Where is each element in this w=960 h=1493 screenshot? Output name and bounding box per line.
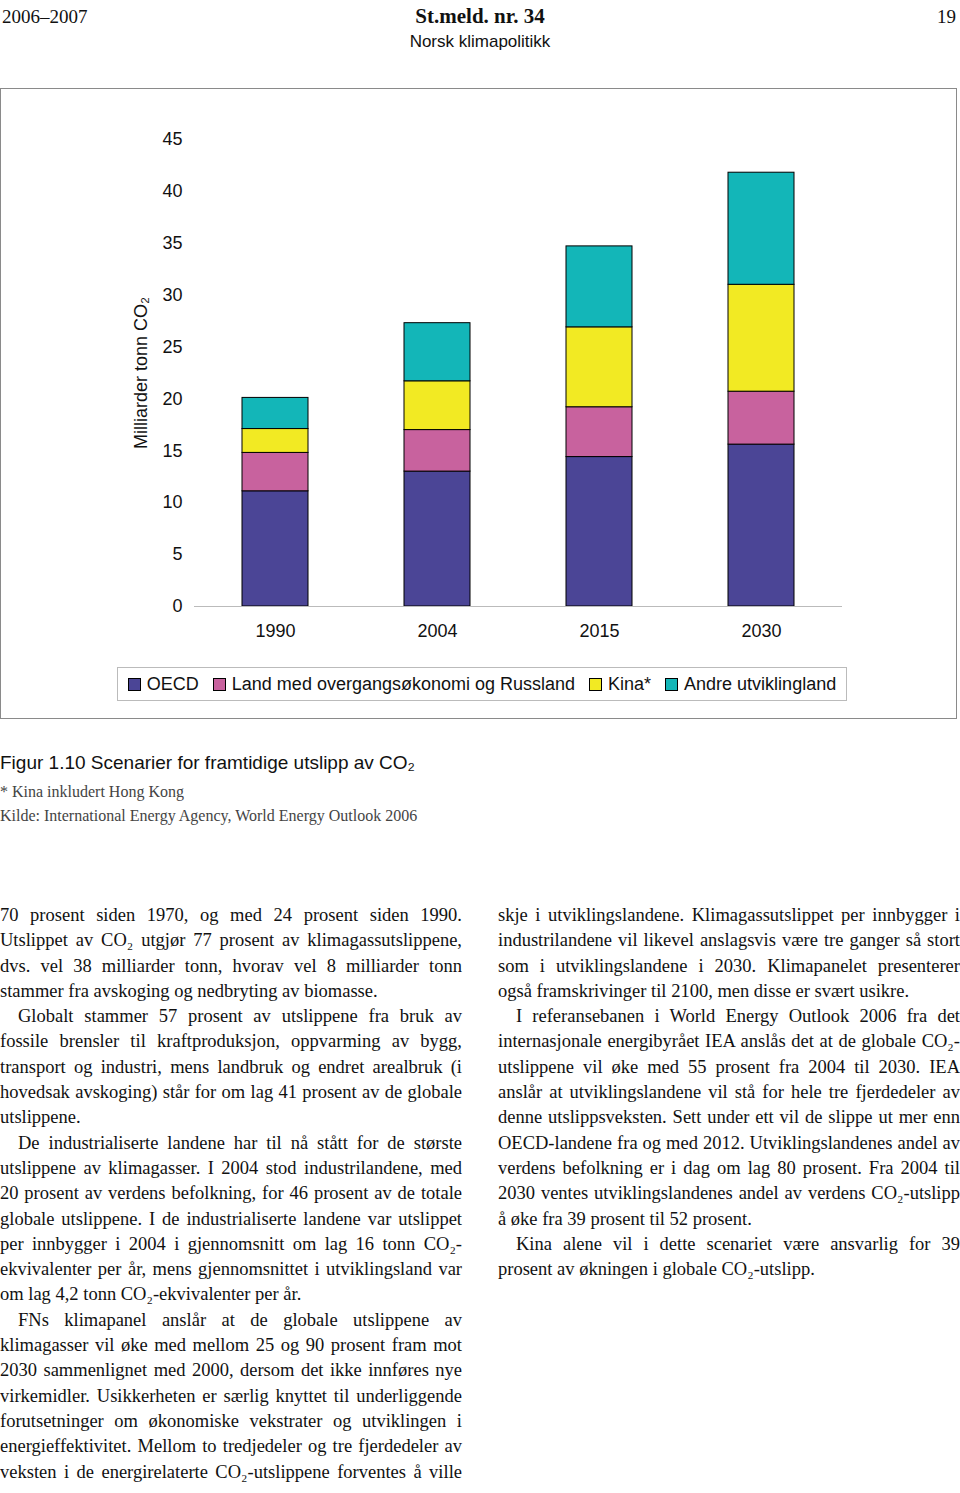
svg-text:20: 20	[162, 389, 182, 409]
svg-text:2030: 2030	[741, 621, 781, 641]
svg-text:1990: 1990	[255, 621, 295, 641]
html-text:2006–2007: 2006–2007	[2, 6, 88, 27]
html-text:Land med overgangsøkonomi og R: Land med overgangsøkonomi og Russland	[231, 673, 575, 694]
svg-text:Milliarder tonn CO₂: Milliarder tonn CO₂	[131, 297, 151, 449]
svg-text:15: 15	[162, 441, 182, 461]
svg-text:2015: 2015	[579, 621, 619, 641]
svg-text:2004: 2004	[417, 621, 457, 641]
html-text:St.meld. nr. 34: St.meld. nr. 34	[415, 4, 545, 28]
svg-text:45: 45	[162, 129, 182, 149]
svg-text:40: 40	[162, 181, 182, 201]
html-text:70 prosent siden 1970, og med: 70 prosent siden 1970, og med 24 prosent…	[0, 905, 462, 1001]
html-text:Figur 1.10 Scenarier for framt: Figur 1.10 Scenarier for framtidige utsl…	[0, 752, 415, 773]
html-text:Norsk klimapolitikk: Norsk klimapolitikk	[409, 32, 551, 51]
html-text:OECD: OECD	[146, 673, 199, 694]
html-text:19: 19	[937, 6, 956, 27]
svg-text:25: 25	[162, 337, 182, 357]
html-text:Kilde: International Energy Ag: Kilde: International Energy Agency, Worl…	[0, 807, 418, 824]
svg-text:5: 5	[172, 544, 182, 564]
html-text:FNs klimapanel anslår at de gl: FNs klimapanel anslår at de globale utsl…	[0, 905, 960, 1482]
html-text:Globalt stammer 57 prosent av: Globalt stammer 57 prosent av utslippene…	[0, 1006, 462, 1128]
svg-text:30: 30	[162, 285, 182, 305]
html-text:Kina*: Kina*	[608, 673, 652, 694]
html-text:* Kina inkludert Hong Kong: * Kina inkludert Hong Kong	[0, 783, 184, 800]
svg-text:35: 35	[162, 233, 182, 253]
html-text:De industrialiserte landene ha: De industrialiserte landene har til nå s…	[0, 1132, 462, 1305]
html-text:I referansebanen i World Energ: I referansebanen i World Energy Outlook …	[498, 1006, 960, 1229]
html-text:Kina alene vil i dette scenari: Kina alene vil i dette scenariet være an…	[498, 1233, 960, 1280]
svg-text:0: 0	[172, 596, 182, 616]
html-text:Andre utviklingland: Andre utviklingland	[684, 673, 837, 694]
svg-text:10: 10	[162, 492, 182, 512]
